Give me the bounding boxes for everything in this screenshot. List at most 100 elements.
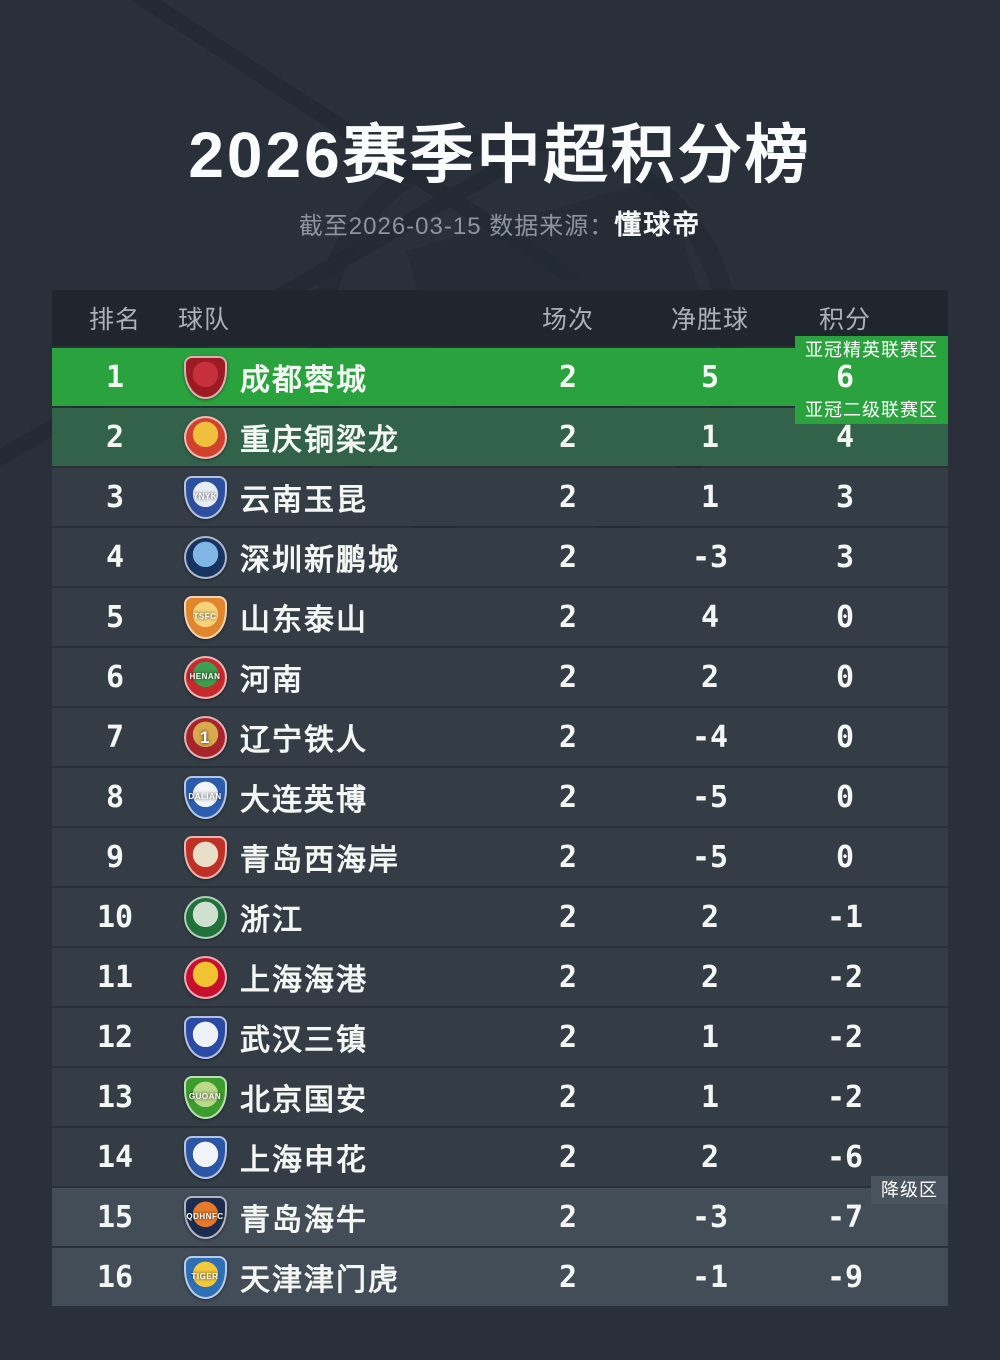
goal-diff-value: -4	[691, 719, 729, 755]
crest-monogram: TIGER	[191, 1272, 219, 1281]
table-row: 15 QDHNFC 青岛海牛 2 -3 -7	[52, 1188, 948, 1246]
rank-value: 6	[105, 659, 125, 695]
goal-diff-value: -1	[691, 1259, 729, 1295]
matches-played-value: 2	[558, 719, 578, 755]
matches-played-value: 2	[558, 359, 578, 395]
rank-value: 4	[105, 539, 125, 575]
matches-played-value: 2	[558, 599, 578, 635]
rank-value: 16	[96, 1259, 134, 1295]
team-name: 山东泰山	[240, 604, 368, 637]
club-crest-icon	[183, 895, 227, 939]
matches-played-value: 2	[558, 839, 578, 875]
rank-value: 10	[96, 899, 134, 935]
rank-value: 2	[105, 419, 125, 455]
club-crest-icon: QDHNFC	[183, 1195, 227, 1239]
crest-monogram: HENAN	[189, 672, 221, 681]
club-crest-icon: HENAN	[183, 655, 227, 699]
team-name: 大连英博	[240, 784, 368, 817]
goal-diff-value: 2	[700, 659, 720, 695]
crest-monogram: GUOAN	[188, 1092, 222, 1101]
team-name: 上海申花	[240, 1144, 368, 1177]
club-crest-icon	[183, 415, 227, 459]
crest-monogram: TSFC	[193, 612, 217, 621]
team-logo-cell: QDHNFC	[178, 1195, 232, 1239]
club-crest-icon: TIGER	[183, 1255, 227, 1299]
points-value: 0	[835, 839, 855, 875]
table-row: 5 TSFC 山东泰山 2 4 0	[52, 588, 948, 646]
team-logo-cell	[178, 535, 232, 579]
team-logo-cell	[178, 415, 232, 459]
matches-played-value: 2	[558, 959, 578, 995]
table-row: 11 上海海港 2 2 -2	[52, 948, 948, 1006]
team-logo-cell: HENAN	[178, 655, 232, 699]
goal-diff-value: 2	[700, 959, 720, 995]
points-value: 3	[835, 479, 855, 515]
points-value: -9	[826, 1259, 864, 1295]
rank-value: 1	[105, 359, 125, 395]
points-value: 6	[835, 359, 855, 395]
club-crest-icon	[183, 835, 227, 879]
table-row: 6 HENAN 河南 2 2 0	[52, 648, 948, 706]
table-row: 14 上海申花 2 2 -6	[52, 1128, 948, 1186]
team-name: 深圳新鹏城	[240, 544, 400, 577]
column-header-rank: 排名	[88, 306, 141, 334]
table-row: 9 青岛西海岸 2 -5 0	[52, 828, 948, 886]
rank-value: 7	[105, 719, 125, 755]
club-crest-icon: GUOAN	[183, 1075, 227, 1119]
matches-played-value: 2	[558, 1199, 578, 1235]
matches-played-value: 2	[558, 659, 578, 695]
goal-diff-value: -5	[691, 839, 729, 875]
goal-diff-value: 2	[700, 899, 720, 935]
crest-monogram: DALIAN	[188, 792, 222, 801]
zone-badge-acl-elite: 亚冠精英联赛区	[795, 336, 948, 364]
club-crest-icon	[183, 355, 227, 399]
points-value: 3	[835, 539, 855, 575]
table-body: 1 成都蓉城 2 5 6 2 重庆铜梁龙 2 1 4 3 YNYK 云南玉昆 2…	[52, 348, 948, 1306]
team-name: 浙江	[240, 904, 304, 937]
club-crest-icon: 1	[183, 715, 227, 759]
points-value: -1	[826, 899, 864, 935]
rank-value: 14	[96, 1139, 134, 1175]
matches-played-value: 2	[558, 1079, 578, 1115]
points-value: 0	[835, 599, 855, 635]
points-value: -6	[826, 1139, 864, 1175]
matches-played-value: 2	[558, 1259, 578, 1295]
team-name: 天津津门虎	[240, 1264, 400, 1297]
rank-value: 13	[96, 1079, 134, 1115]
rank-value: 11	[96, 959, 134, 995]
team-name: 北京国安	[240, 1084, 368, 1117]
column-header-played: 场次	[541, 306, 594, 334]
table-row: 7 1 辽宁铁人 2 -4 0	[52, 708, 948, 766]
matches-played-value: 2	[558, 779, 578, 815]
points-value: 0	[835, 659, 855, 695]
crest-monogram: YNYK	[192, 492, 218, 501]
table-row: 13 GUOAN 北京国安 2 1 -2	[52, 1068, 948, 1126]
table-row: 8 DALIAN 大连英博 2 -5 0	[52, 768, 948, 826]
club-crest-icon: TSFC	[183, 595, 227, 639]
as-of-date-text: 截至2026-03-15 数据来源：	[298, 213, 615, 240]
club-crest-icon	[183, 1015, 227, 1059]
rank-value: 12	[96, 1019, 134, 1055]
subtitle: 截至2026-03-15 数据来源：懂球帝	[0, 203, 1000, 242]
column-header-points: 积分	[818, 306, 871, 334]
column-header-goal-diff: 净胜球	[670, 306, 749, 334]
points-value: -2	[826, 1019, 864, 1055]
page-title: 2026赛季中超积分榜	[188, 119, 812, 191]
club-crest-icon	[183, 535, 227, 579]
matches-played-value: 2	[558, 1139, 578, 1175]
crest-monogram: QDHNFC	[186, 1212, 224, 1221]
club-crest-icon: YNYK	[183, 475, 227, 519]
goal-diff-value: -3	[691, 539, 729, 575]
crest-monogram: 1	[200, 727, 210, 747]
zone-badge-acl-two: 亚冠二级联赛区	[795, 396, 948, 424]
goal-diff-value: -5	[691, 779, 729, 815]
team-logo-cell	[178, 835, 232, 879]
team-name: 青岛西海岸	[240, 844, 400, 877]
goal-diff-value: 1	[700, 479, 720, 515]
table-row: 16 TIGER 天津津门虎 2 -1 -9	[52, 1248, 948, 1306]
goal-diff-value: 2	[700, 1139, 720, 1175]
team-name: 河南	[240, 664, 304, 697]
rank-value: 15	[96, 1199, 134, 1235]
team-logo-cell	[178, 895, 232, 939]
